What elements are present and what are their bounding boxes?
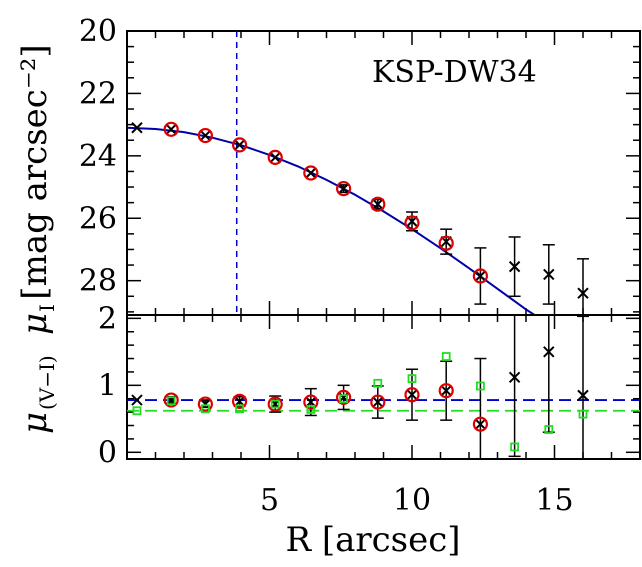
lower-ytick-label: 1 bbox=[98, 368, 117, 403]
upper-ytick-label: 24 bbox=[79, 139, 117, 174]
lower-panel: 0 1 2 5 10 15 bbox=[98, 301, 641, 518]
lower-cross-point bbox=[372, 396, 384, 408]
upper-cross-point bbox=[131, 122, 143, 134]
lower-cross-point bbox=[474, 418, 487, 430]
lower-square-point bbox=[578, 409, 588, 419]
lower-cross-point bbox=[131, 394, 143, 406]
upper-cross-point bbox=[508, 260, 521, 273]
lower-circle-point bbox=[404, 387, 420, 403]
lower-square-point bbox=[475, 381, 485, 391]
lower-circle-point bbox=[231, 393, 248, 409]
upper-ylabel-sub: I bbox=[35, 304, 59, 312]
chart-title: KSP-DW34 bbox=[372, 55, 537, 90]
lower-cross-point bbox=[406, 388, 418, 401]
x-tick-label: 5 bbox=[260, 483, 279, 518]
lower-square-point bbox=[339, 394, 349, 404]
upper-circle-point bbox=[370, 196, 386, 212]
lower-circle-point bbox=[438, 383, 454, 399]
lower-square-point bbox=[132, 406, 142, 416]
upper-circle-point bbox=[336, 181, 352, 197]
lower-square-point bbox=[373, 378, 383, 388]
upper-cross-point bbox=[165, 123, 177, 136]
upper-cross-point bbox=[372, 198, 384, 210]
upper-circle-point bbox=[472, 268, 488, 284]
sersic-fit-curve bbox=[127, 126, 536, 315]
lower-frame bbox=[126, 314, 641, 460]
lower-circle-point bbox=[267, 396, 283, 412]
upper-ytick-label: 26 bbox=[79, 201, 117, 236]
upper-ytick-label: 28 bbox=[79, 264, 117, 299]
lower-square-point bbox=[235, 404, 244, 414]
upper-cross-point bbox=[577, 287, 589, 299]
upper-circle-point bbox=[163, 121, 179, 137]
lower-circle-point bbox=[303, 394, 319, 410]
upper-circle-point bbox=[438, 235, 454, 251]
lower-square-point bbox=[510, 442, 520, 452]
lower-square-point bbox=[200, 404, 210, 414]
lower-square-point bbox=[306, 405, 316, 414]
lower-square-point bbox=[544, 425, 554, 434]
upper-circle-point bbox=[303, 165, 319, 181]
upper-ylabel-symbol: μ bbox=[15, 313, 55, 335]
lower-cross-point bbox=[577, 389, 589, 402]
upper-cross-point bbox=[474, 270, 487, 282]
lower-circle-point bbox=[197, 396, 213, 412]
lower-circle-point bbox=[370, 394, 386, 410]
lower-ylabel-sub: (V−I) bbox=[35, 355, 59, 410]
upper-ylabel-units: [mag arcsec⁻²] bbox=[15, 44, 55, 299]
upper-cross-point bbox=[233, 139, 246, 151]
upper-cross-point bbox=[269, 151, 281, 164]
lower-square-point bbox=[166, 396, 176, 406]
upper-circle-point bbox=[231, 137, 248, 153]
lower-ylabel-symbol: μ bbox=[15, 412, 55, 434]
lower-ytick-label: 2 bbox=[98, 301, 117, 336]
upper-circle-point bbox=[404, 215, 420, 231]
upper-ylabel: [mag arcsec⁻²] μ I bbox=[15, 44, 59, 335]
lower-circle-point bbox=[163, 392, 179, 408]
lower-cross-point bbox=[543, 346, 555, 358]
lower-circle-point bbox=[472, 416, 488, 432]
upper-ytick-label: 20 bbox=[79, 14, 117, 49]
upper-panel: 20 22 24 26 28 bbox=[79, 14, 641, 316]
x-axis-label: R [arcsec] bbox=[285, 520, 460, 560]
lower-cross-point bbox=[508, 371, 521, 383]
x-tick-label: 10 bbox=[393, 483, 431, 518]
upper-circle-point bbox=[267, 149, 283, 165]
upper-cross-point bbox=[305, 167, 317, 179]
lower-circle-point bbox=[336, 389, 352, 405]
upper-cross-point bbox=[199, 129, 212, 142]
lower-ylabel: μ (V−I) bbox=[15, 355, 59, 434]
upper-cross-point bbox=[337, 182, 350, 195]
x-tick-label: 15 bbox=[535, 483, 573, 518]
lower-square-point bbox=[441, 352, 451, 361]
upper-ytick-label: 22 bbox=[79, 76, 117, 111]
lower-square-point bbox=[407, 374, 417, 384]
lower-square-point bbox=[270, 399, 280, 409]
lower-ytick-label: 0 bbox=[98, 435, 117, 470]
upper-circle-point bbox=[197, 127, 213, 144]
lower-cross-point bbox=[440, 384, 452, 397]
upper-cross-point bbox=[543, 268, 555, 281]
